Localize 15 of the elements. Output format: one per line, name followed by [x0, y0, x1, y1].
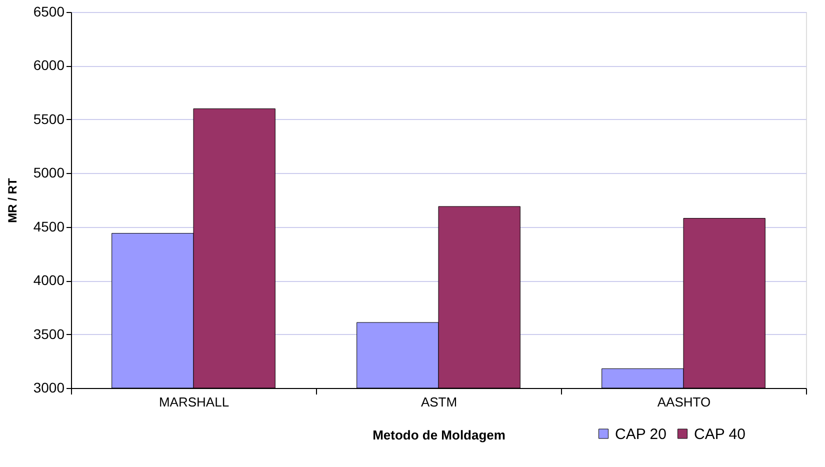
y-tick-label: 5000: [33, 164, 65, 181]
x-tick-label: ASTM: [420, 394, 458, 410]
x-tick-label: AASHTO: [657, 394, 711, 410]
y-tick-label: 3000: [33, 380, 65, 396]
y-tick-label: 3500: [33, 326, 65, 342]
legend-label: CAP 20: [615, 426, 666, 443]
y-tick-label: 5500: [33, 110, 65, 127]
y-tick-label: 4000: [33, 272, 65, 288]
legend-label: CAP 40: [694, 426, 746, 443]
x-axis-title: Metodo de Moldagem: [372, 428, 506, 442]
y-tick-label: 6500: [33, 4, 65, 20]
y-tick-label: 4500: [33, 218, 65, 234]
y-tick-label: 6000: [33, 57, 65, 74]
x-tick-label: MARSHALL: [158, 394, 230, 410]
y-axis-title: MR / RT: [5, 178, 20, 223]
